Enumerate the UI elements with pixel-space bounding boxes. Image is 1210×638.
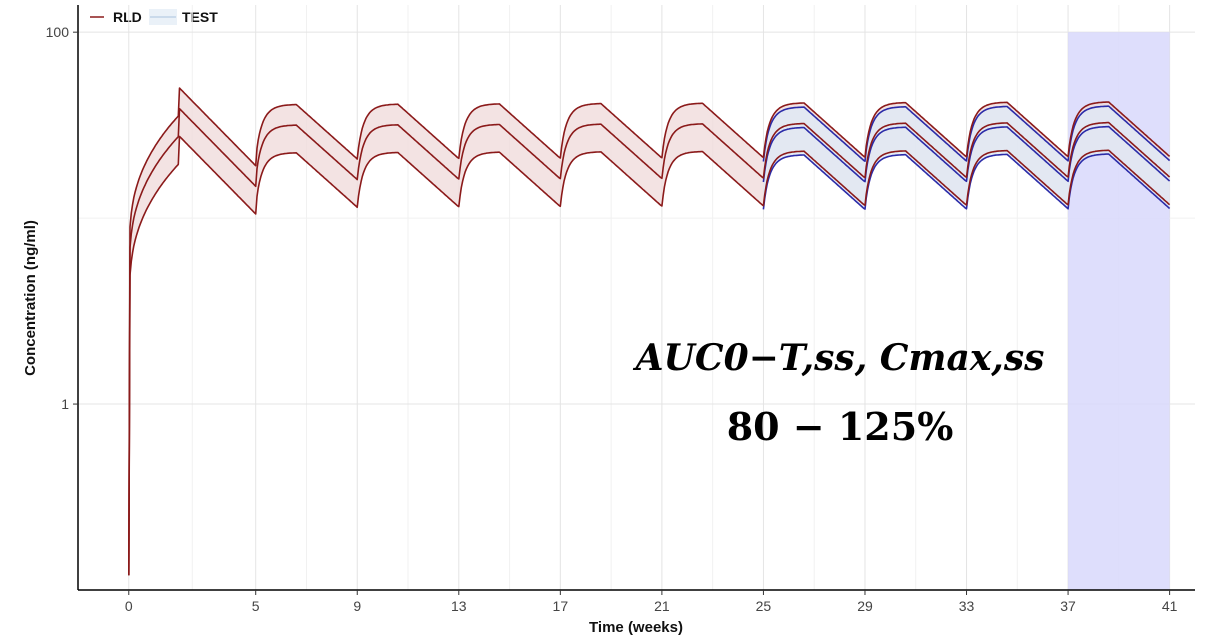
x-tick-label: 33: [959, 598, 975, 614]
y-tick-label: 1: [61, 396, 69, 412]
x-tick-label: 21: [654, 598, 670, 614]
axes: [77, 5, 1195, 591]
x-ticks: 0 5 9 13 17 21 25 29 33 37 41: [125, 590, 1178, 614]
rld-median-line: [128, 107, 1171, 576]
test-upper-line: [762, 105, 1171, 162]
x-tick-label: 17: [553, 598, 569, 614]
test-band: [763, 106, 1170, 210]
x-tick-label: 9: [353, 598, 361, 614]
x-tick-label: 13: [451, 598, 467, 614]
x-tick-label: 0: [125, 598, 133, 614]
x-tick-label: 37: [1060, 598, 1076, 614]
x-tick-label: 5: [252, 598, 260, 614]
annotation-line-1: AUC0−T,ss, Cmax,ss: [633, 337, 1045, 379]
x-tick-label: 25: [756, 598, 772, 614]
rld-band: [128, 88, 1170, 576]
y-axis-title: Concentration (ng/ml): [22, 220, 39, 376]
rld-upper-line: [128, 87, 1171, 576]
x-tick-label: 41: [1162, 598, 1178, 614]
x-tick-label: 29: [857, 598, 873, 614]
y-tick-label: 100: [46, 24, 70, 40]
annotation-line-2: 80 − 125%: [727, 404, 954, 449]
rld-lower-line: [128, 135, 1171, 576]
y-ticks: 1 100: [46, 24, 78, 412]
legend-label-rld: RLD: [113, 9, 142, 25]
legend: RLD TEST: [90, 9, 218, 25]
grid: [78, 5, 1195, 591]
series-lines: [128, 87, 1171, 576]
bands: [128, 88, 1170, 576]
test-median-line: [762, 125, 1171, 183]
x-axis-title: Time (weeks): [589, 619, 683, 636]
test-lower-line: [762, 153, 1171, 210]
legend-label-test: TEST: [182, 9, 218, 25]
